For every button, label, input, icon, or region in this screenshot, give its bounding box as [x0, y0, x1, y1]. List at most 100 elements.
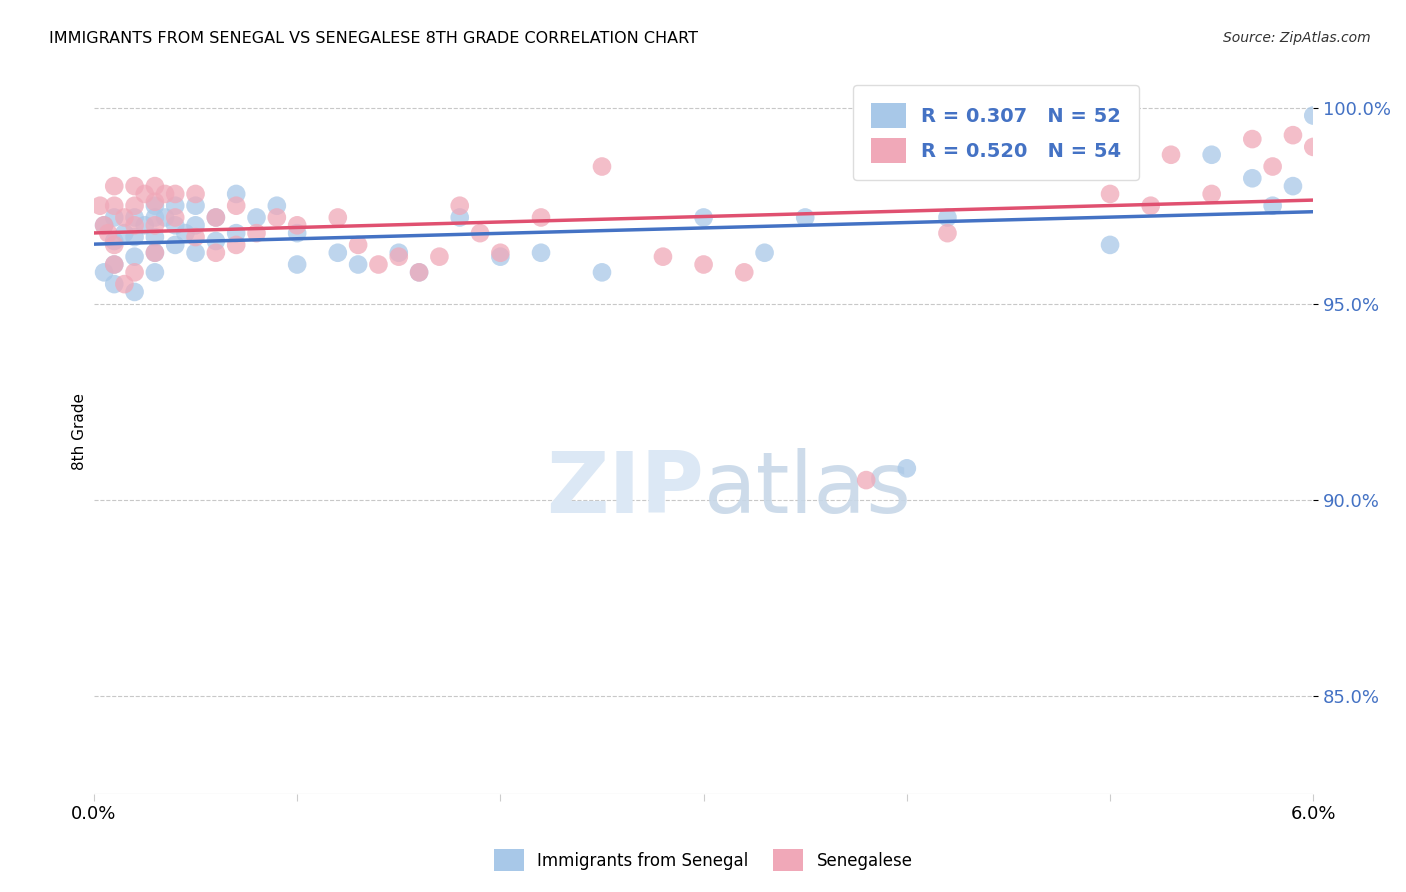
Point: [112, 226, 135, 240]
Point: [1139, 199, 1161, 213]
Point: [124, 285, 146, 299]
Point: [896, 461, 918, 475]
Point: [285, 258, 308, 272]
Point: [468, 226, 491, 240]
Point: [143, 179, 166, 194]
Point: [225, 226, 247, 240]
Point: [266, 199, 288, 213]
Point: [165, 186, 187, 201]
Point: [143, 199, 166, 213]
Point: [93, 219, 115, 233]
Point: [165, 211, 187, 225]
Point: [1099, 186, 1122, 201]
Point: [143, 245, 166, 260]
Text: IMMIGRANTS FROM SENEGAL VS SENEGALESE 8TH GRADE CORRELATION CHART: IMMIGRANTS FROM SENEGAL VS SENEGALESE 8T…: [49, 31, 699, 46]
Point: [794, 211, 817, 225]
Point: [266, 211, 288, 225]
Point: [733, 265, 755, 279]
Point: [124, 219, 146, 233]
Point: [93, 219, 115, 233]
Text: atlas: atlas: [703, 448, 911, 531]
Point: [103, 179, 125, 194]
Point: [285, 219, 308, 233]
Point: [692, 211, 714, 225]
Point: [591, 265, 613, 279]
Point: [1201, 186, 1223, 201]
Point: [143, 194, 166, 209]
Text: Source: ZipAtlas.com: Source: ZipAtlas.com: [1223, 31, 1371, 45]
Point: [205, 211, 228, 225]
Point: [936, 226, 959, 240]
Point: [347, 238, 370, 252]
Point: [326, 211, 349, 225]
Point: [124, 199, 146, 213]
Point: [1201, 147, 1223, 161]
Point: [1261, 199, 1284, 213]
Point: [103, 238, 125, 252]
Point: [1241, 132, 1264, 146]
Point: [174, 226, 197, 240]
Point: [449, 211, 471, 225]
Point: [367, 258, 389, 272]
Point: [1302, 140, 1324, 154]
Point: [124, 265, 146, 279]
Point: [143, 245, 166, 260]
Point: [103, 277, 125, 292]
Point: [347, 258, 370, 272]
Text: ZIP: ZIP: [546, 448, 703, 531]
Point: [225, 186, 247, 201]
Point: [103, 258, 125, 272]
Point: [591, 160, 613, 174]
Point: [103, 199, 125, 213]
Point: [184, 219, 207, 233]
Point: [184, 245, 207, 260]
Point: [143, 219, 166, 233]
Point: [388, 245, 411, 260]
Point: [103, 234, 125, 248]
Point: [1241, 171, 1264, 186]
Point: [489, 245, 512, 260]
Point: [134, 186, 156, 201]
Point: [153, 186, 176, 201]
Point: [326, 245, 349, 260]
Point: [103, 258, 125, 272]
Point: [124, 179, 146, 194]
Point: [165, 199, 187, 213]
Point: [165, 238, 187, 252]
Point: [124, 230, 146, 244]
Point: [112, 211, 135, 225]
Point: [184, 199, 207, 213]
Point: [205, 245, 228, 260]
Point: [143, 230, 166, 244]
Point: [103, 211, 125, 225]
Point: [489, 250, 512, 264]
Point: [134, 219, 156, 233]
Point: [652, 250, 675, 264]
Point: [429, 250, 451, 264]
Point: [245, 226, 267, 240]
Point: [89, 199, 111, 213]
Point: [530, 245, 553, 260]
Point: [165, 219, 187, 233]
Legend: R = 0.307   N = 52, R = 0.520   N = 54: R = 0.307 N = 52, R = 0.520 N = 54: [853, 86, 1139, 180]
Point: [285, 226, 308, 240]
Point: [184, 230, 207, 244]
Point: [245, 211, 267, 225]
Point: [936, 211, 959, 225]
Point: [754, 245, 776, 260]
Point: [1282, 179, 1305, 194]
Point: [205, 211, 228, 225]
Point: [97, 226, 120, 240]
Point: [449, 199, 471, 213]
Point: [1099, 238, 1122, 252]
Point: [143, 265, 166, 279]
Point: [124, 250, 146, 264]
Legend: Immigrants from Senegal, Senegalese: Immigrants from Senegal, Senegalese: [485, 841, 921, 880]
Point: [1261, 160, 1284, 174]
Point: [112, 277, 135, 292]
Point: [1282, 128, 1305, 143]
Point: [1160, 147, 1182, 161]
Point: [388, 250, 411, 264]
Point: [692, 258, 714, 272]
Point: [408, 265, 430, 279]
